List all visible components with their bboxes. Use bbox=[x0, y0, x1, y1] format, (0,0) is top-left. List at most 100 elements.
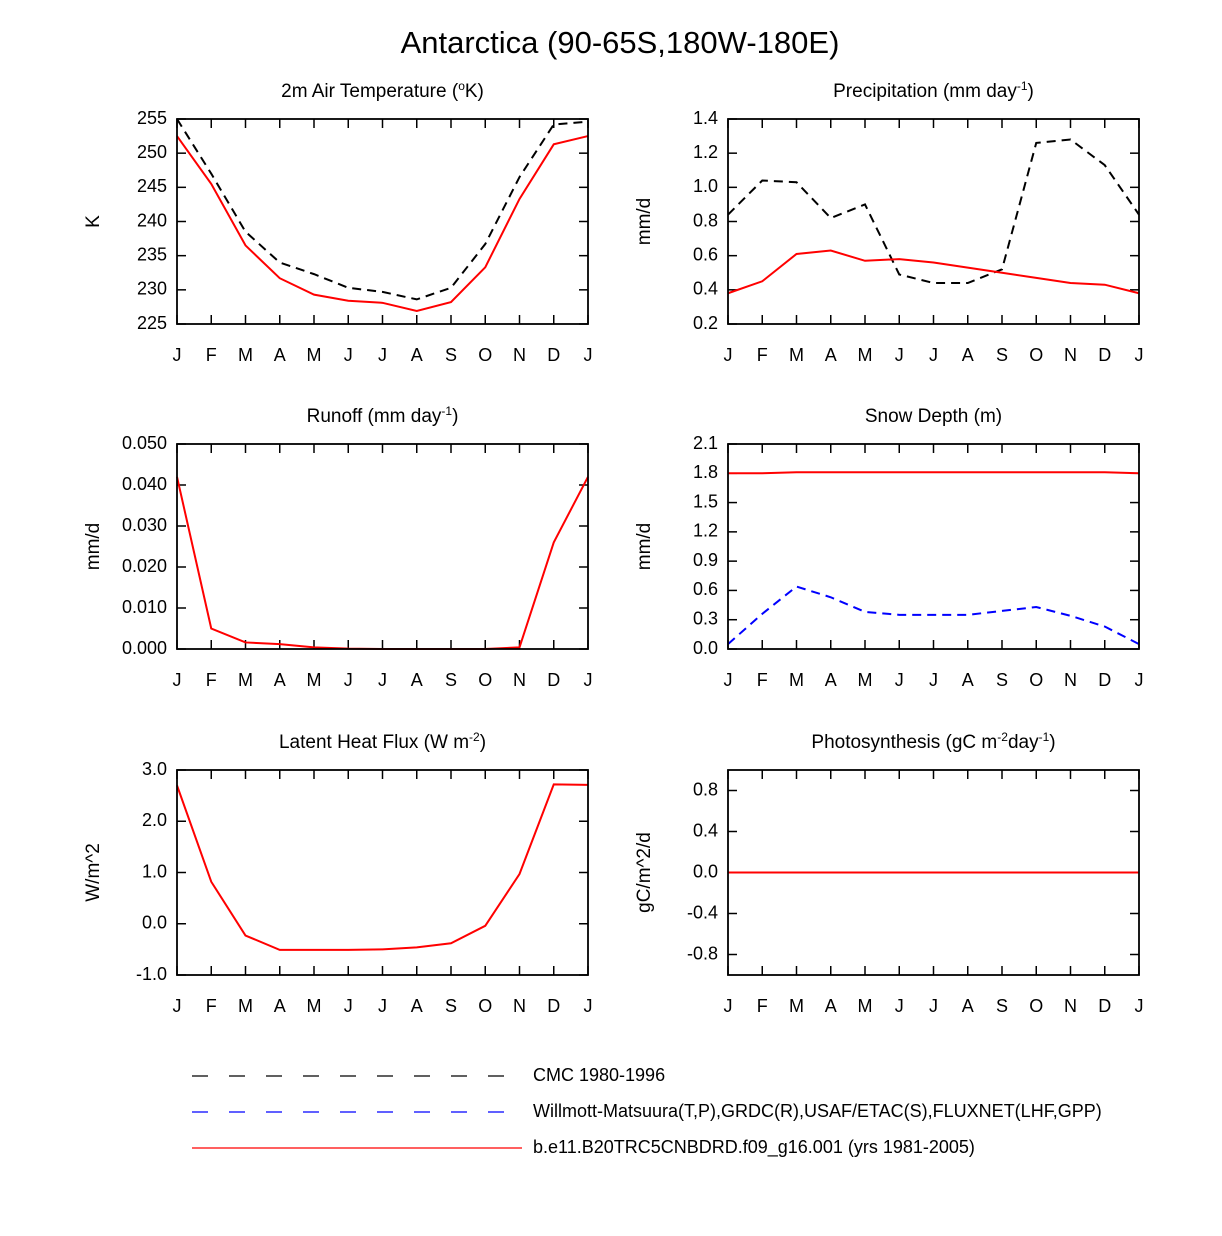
panel-title: Latent Heat Flux (W m-2) bbox=[279, 730, 486, 753]
y-tick-label: -0.4 bbox=[687, 902, 718, 922]
figure-title: Antarctica (90-65S,180W-180E) bbox=[401, 25, 840, 60]
x-tick-label: J bbox=[584, 670, 593, 690]
y-tick-label: 235 bbox=[137, 244, 167, 264]
series-line bbox=[727, 138, 1140, 284]
x-tick-label: M bbox=[789, 670, 804, 690]
x-tick-label: D bbox=[547, 996, 560, 1016]
x-tick-label: F bbox=[206, 996, 217, 1016]
x-tick-label: J bbox=[173, 670, 182, 690]
y-tick-label: 3.0 bbox=[142, 759, 167, 779]
x-tick-label: A bbox=[274, 996, 286, 1016]
x-tick-label: J bbox=[378, 345, 387, 365]
x-tick-label: J bbox=[724, 345, 733, 365]
x-tick-label: A bbox=[825, 670, 837, 690]
x-tick-label: M bbox=[307, 996, 322, 1016]
y-tick-label: 1.4 bbox=[693, 108, 718, 128]
y-tick-label: 250 bbox=[137, 142, 167, 162]
x-tick-label: A bbox=[274, 670, 286, 690]
title-part: Snow Depth (m) bbox=[865, 406, 1002, 427]
x-tick-label: J bbox=[1135, 996, 1144, 1016]
y-axis-label: K bbox=[83, 215, 104, 228]
x-tick-label: J bbox=[584, 345, 593, 365]
x-tick-label: D bbox=[1098, 345, 1111, 365]
legend-label: CMC 1980-1996 bbox=[533, 1065, 665, 1085]
panel-title: Snow Depth (m) bbox=[865, 406, 1002, 427]
x-tick-label: A bbox=[411, 670, 423, 690]
x-tick-label: A bbox=[274, 345, 286, 365]
x-tick-label: J bbox=[584, 996, 593, 1016]
x-tick-label: J bbox=[895, 345, 904, 365]
series-line bbox=[727, 585, 1140, 646]
y-tick-label: 0.040 bbox=[122, 474, 167, 494]
x-tick-label: O bbox=[478, 345, 492, 365]
y-tick-label: -0.8 bbox=[687, 943, 718, 963]
y-axis-label: mm/d bbox=[634, 523, 655, 571]
title-superscript: -2 bbox=[997, 730, 1008, 744]
title-superscript: -2 bbox=[469, 730, 480, 744]
title-superscript: -1 bbox=[1017, 79, 1028, 93]
x-tick-label: F bbox=[757, 345, 768, 365]
y-tick-label: 2.0 bbox=[142, 810, 167, 830]
x-tick-label: A bbox=[825, 996, 837, 1016]
x-tick-label: J bbox=[724, 670, 733, 690]
y-tick-label: 0.050 bbox=[122, 433, 167, 453]
y-tick-label: 0.6 bbox=[693, 579, 718, 599]
title-superscript: -1 bbox=[441, 404, 452, 418]
panel-title: Runoff (mm day-1) bbox=[307, 404, 459, 427]
x-tick-label: J bbox=[724, 996, 733, 1016]
x-tick-label: M bbox=[789, 996, 804, 1016]
x-tick-label: A bbox=[962, 345, 974, 365]
x-tick-label: J bbox=[344, 670, 353, 690]
legend-label: Willmott-Matsuura(T,P),GRDC(R),USAF/ETAC… bbox=[533, 1101, 1102, 1121]
series-line bbox=[176, 476, 589, 650]
x-tick-label: A bbox=[962, 670, 974, 690]
y-tick-label: 2.1 bbox=[693, 433, 718, 453]
x-tick-label: J bbox=[378, 670, 387, 690]
x-tick-label: D bbox=[1098, 996, 1111, 1016]
x-tick-label: N bbox=[513, 345, 526, 365]
plot-frame bbox=[727, 769, 1140, 976]
x-tick-label: N bbox=[513, 670, 526, 690]
series-line bbox=[176, 783, 589, 951]
y-tick-label: 245 bbox=[137, 176, 167, 196]
y-tick-label: 0.000 bbox=[122, 638, 167, 658]
x-tick-label: M bbox=[789, 345, 804, 365]
x-tick-label: D bbox=[1098, 670, 1111, 690]
y-tick-label: 225 bbox=[137, 313, 167, 333]
y-tick-label: 0.030 bbox=[122, 515, 167, 535]
title-part: Precipitation (mm day bbox=[833, 81, 1017, 102]
x-tick-label: J bbox=[895, 996, 904, 1016]
y-tick-label: 0.8 bbox=[693, 210, 718, 230]
panel-title: 2m Air Temperature (oK) bbox=[281, 79, 484, 102]
x-tick-label: M bbox=[238, 996, 253, 1016]
y-tick-label: 0.4 bbox=[693, 279, 718, 299]
plot-frame bbox=[176, 769, 589, 976]
x-tick-label: S bbox=[996, 670, 1008, 690]
title-part: ) bbox=[452, 406, 458, 427]
y-tick-label: 0.8 bbox=[693, 779, 718, 799]
title-part: K) bbox=[465, 81, 484, 102]
y-tick-label: 0.0 bbox=[142, 913, 167, 933]
x-tick-label: O bbox=[1029, 996, 1043, 1016]
x-tick-label: F bbox=[757, 670, 768, 690]
y-tick-label: 0.0 bbox=[693, 861, 718, 881]
x-tick-label: J bbox=[895, 670, 904, 690]
y-tick-label: 0.2 bbox=[693, 313, 718, 333]
y-tick-label: 230 bbox=[137, 279, 167, 299]
x-tick-label: J bbox=[344, 996, 353, 1016]
x-tick-label: F bbox=[206, 345, 217, 365]
y-axis-label: mm/d bbox=[83, 523, 104, 571]
panel-title: Photosynthesis (gC m-2day-1) bbox=[811, 730, 1055, 753]
x-tick-label: M bbox=[858, 345, 873, 365]
legend-label: b.e11.B20TRC5CNBDRD.f09_g16.001 (yrs 198… bbox=[533, 1137, 975, 1158]
series-line bbox=[176, 135, 589, 313]
y-tick-label: 1.0 bbox=[142, 861, 167, 881]
y-axis-label: mm/d bbox=[634, 198, 655, 246]
x-tick-label: J bbox=[929, 670, 938, 690]
x-tick-label: D bbox=[547, 670, 560, 690]
plot-frame bbox=[727, 118, 1140, 325]
title-part: ) bbox=[1049, 732, 1055, 753]
x-tick-label: J bbox=[1135, 670, 1144, 690]
x-tick-label: N bbox=[513, 996, 526, 1016]
